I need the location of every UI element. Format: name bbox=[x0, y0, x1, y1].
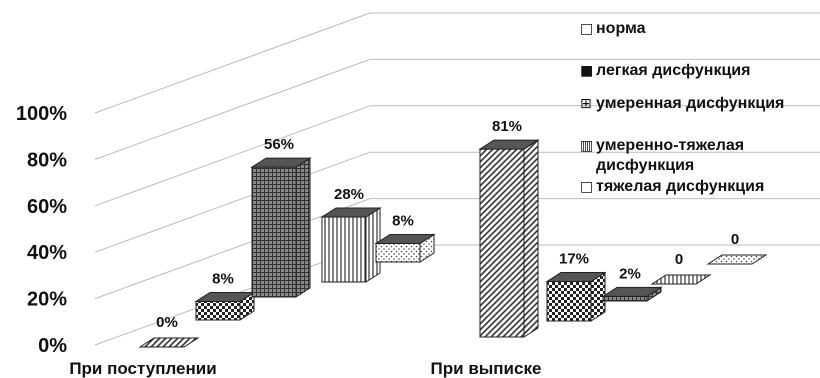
gridline bbox=[94, 58, 371, 160]
bar-side bbox=[523, 139, 539, 338]
gridline bbox=[94, 105, 371, 207]
bar-top bbox=[138, 337, 200, 348]
y-tick-label: 80% bbox=[27, 149, 67, 171]
bars: 0% 81% 8% 17% 56% 2% 28% 0 8% 0 bbox=[138, 118, 768, 348]
bar-top bbox=[250, 157, 312, 168]
bar bbox=[706, 254, 768, 265]
legend: □ норма■ легкая дисфункция⊞ умеренная дисфу… bbox=[580, 20, 784, 195]
bar-top bbox=[374, 233, 436, 244]
bar-top bbox=[545, 272, 607, 283]
bar bbox=[478, 139, 540, 338]
bar-top bbox=[320, 207, 382, 218]
y-tick-label: 60% bbox=[27, 196, 67, 218]
legend-label: тяжелая дисфункция bbox=[596, 178, 764, 195]
data-label: 17% bbox=[559, 251, 589, 268]
data-label: 0% bbox=[156, 314, 178, 331]
y-tick-label: 40% bbox=[27, 242, 67, 264]
data-label: 0 bbox=[731, 231, 739, 248]
data-label: 81% bbox=[492, 118, 522, 135]
bar bbox=[650, 274, 712, 285]
y-tick-label: 0% bbox=[38, 335, 67, 357]
legend-swatch-icon: □ bbox=[580, 21, 593, 37]
data-label: 8% bbox=[212, 270, 234, 287]
bar-front bbox=[479, 148, 525, 338]
bar-front bbox=[602, 295, 648, 302]
legend-swatch-icon: ■ bbox=[580, 63, 593, 79]
x-axis: При поступлении При выписке bbox=[69, 359, 541, 378]
bar-top bbox=[478, 139, 540, 150]
bar-top bbox=[650, 274, 712, 285]
gridline bbox=[94, 151, 371, 253]
bar-side bbox=[295, 157, 311, 298]
legend-swatch-icon: □ bbox=[580, 179, 593, 195]
gridlines bbox=[94, 12, 820, 346]
legend-label: норма bbox=[596, 20, 646, 37]
data-label: 0 bbox=[675, 251, 683, 268]
gridline bbox=[94, 12, 371, 114]
y-axis: 0% 20% 40% 60% 80% 100% bbox=[16, 103, 67, 357]
legend-label: легкая дисфункция bbox=[596, 62, 750, 79]
bar-top bbox=[706, 254, 768, 265]
bar-front bbox=[321, 216, 367, 283]
legend-swatch-icon: ⊞ bbox=[580, 96, 592, 112]
data-label: 56% bbox=[264, 136, 294, 153]
bar bbox=[601, 286, 663, 302]
bar bbox=[250, 157, 312, 298]
data-label: 28% bbox=[334, 186, 364, 203]
bar bbox=[374, 233, 436, 263]
bar-front bbox=[195, 300, 241, 321]
x-category-label: При выписке bbox=[431, 359, 542, 378]
bar bbox=[320, 207, 382, 283]
data-label: 8% bbox=[392, 212, 414, 229]
bar bbox=[138, 337, 200, 348]
bar bbox=[545, 271, 607, 322]
legend-swatch-icon: ▥ bbox=[580, 138, 593, 154]
bar bbox=[194, 291, 256, 321]
data-label: 2% bbox=[619, 265, 641, 282]
bar-front bbox=[546, 281, 592, 322]
legend-label: умеренная дисфункция bbox=[596, 95, 784, 112]
y-tick-label: 20% bbox=[27, 289, 67, 311]
legend-label: дисфункция bbox=[596, 157, 694, 174]
x-category-label: При поступлении bbox=[69, 359, 216, 378]
bar-front bbox=[251, 166, 297, 298]
bar-front bbox=[375, 242, 421, 263]
y-tick-label: 100% bbox=[16, 103, 67, 125]
bar-top bbox=[601, 286, 663, 297]
legend-label: умеренно-тяжелая bbox=[596, 137, 744, 154]
